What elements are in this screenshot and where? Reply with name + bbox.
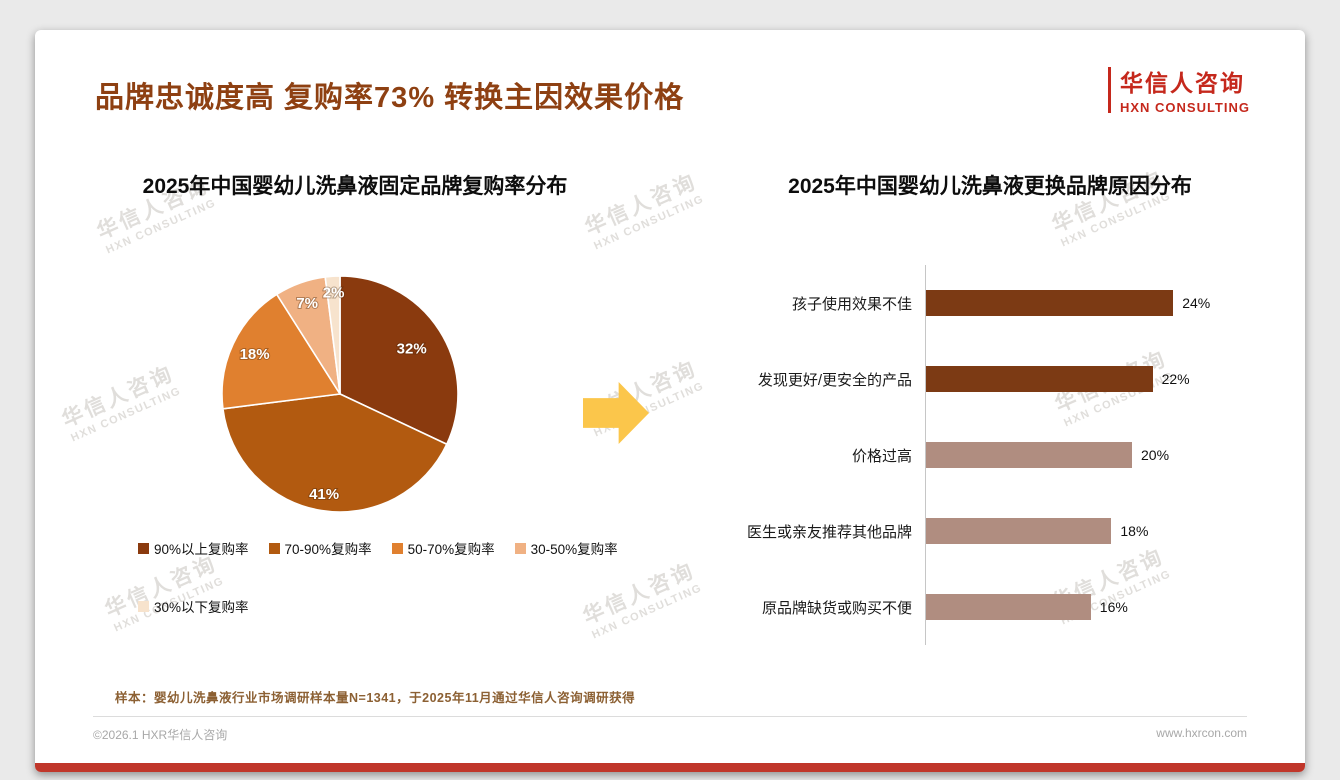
bar-value-label: 20% [1141, 447, 1170, 463]
legend-item: 30%以下复购率 [138, 596, 249, 616]
slide-card: 华信人咨询 HXN CONSULTING 华信人咨询 HXN CONSULTING 华信… [35, 30, 1305, 772]
pie-slice-2 [221, 293, 341, 410]
bar-value-label: 16% [1099, 599, 1128, 615]
bar-row: 原品牌缺货或购买不便 16% [675, 569, 1255, 645]
bar-category-label: 孩子使用效果不佳 [791, 295, 912, 313]
bar-category-label: 医生或亲友推荐其他品牌 [746, 523, 912, 541]
website-text: www.hxrcon.com [1156, 726, 1247, 740]
bar-category-label: 发现更好/更安全的产品 [757, 371, 912, 389]
bar-track: 24% [925, 265, 1255, 341]
bar-value-label: 18% [1120, 523, 1149, 539]
bar [926, 366, 1153, 392]
bar-row: 医生或亲友推荐其他品牌 18% [675, 493, 1255, 569]
bottom-accent-bar [35, 763, 1305, 772]
pie-data-label: 41% [309, 486, 339, 503]
bar-value-label: 24% [1182, 295, 1211, 311]
bar-category-label: 原品牌缺货或购买不便 [761, 599, 912, 617]
page-title: 品牌忠诚度高 复购率73% 转换主因效果价格 [95, 82, 685, 114]
legend-label: 50-70%复购率 [407, 542, 495, 557]
bar-chart: 孩子使用效果不佳 24% 发现更好/更安全的产品 22% 价格过高 20% 医生或亲友推荐其… [675, 265, 1255, 645]
bar [926, 518, 1112, 544]
legend-item: 70-90%复购率 [268, 538, 372, 558]
bar-track: 18% [925, 493, 1255, 569]
bar [926, 442, 1132, 468]
bar [926, 594, 1091, 620]
bar [926, 290, 1174, 316]
bar-track: 20% [925, 417, 1255, 493]
logo-text: 华信人咨询 HXN CONSULTING [1120, 64, 1250, 115]
legend-label: 30-50%复购率 [530, 542, 618, 557]
legend-swatch-icon [514, 542, 526, 554]
sample-note: 样本：婴幼儿洗鼻液行业市场调研样本量N=1341，于2025年11月通过华信人咨… [115, 691, 636, 705]
legend-label: 90%以上复购率 [154, 542, 249, 557]
pie-slice-4 [324, 275, 341, 395]
legend-swatch-icon [138, 600, 149, 612]
pie-data-label: 32% [397, 341, 427, 358]
bar-row: 发现更好/更安全的产品 22% [675, 341, 1255, 417]
legend-item: 90%以上复购率 [138, 538, 249, 558]
logo-accent-bar [1107, 66, 1111, 113]
legend-item: 30-50%复购率 [514, 538, 618, 558]
copyright-text: ©2026.1 HXR华信人咨询 [93, 728, 228, 742]
transition-arrow-icon [583, 382, 649, 444]
bar-track: 16% [925, 569, 1255, 645]
legend-swatch-icon [268, 542, 280, 554]
brand-logo: 华信人咨询 HXN CONSULTING [1107, 64, 1250, 115]
logo-name: 华信人咨询 [1119, 70, 1245, 96]
bar-row: 价格过高 20% [675, 417, 1255, 493]
bar-chart-title: 2025年中国婴幼儿洗鼻液更换品牌原因分布 [788, 175, 1192, 198]
pie-data-label: 2% [323, 285, 345, 302]
pie-chart: 32% 41% 18% 7% 2% [221, 275, 459, 513]
pie-slice-0 [339, 275, 459, 446]
bar-value-label: 22% [1161, 371, 1190, 387]
pie-slice-1 [222, 393, 448, 513]
pie-data-label: 18% [240, 346, 270, 363]
legend-swatch-icon [391, 542, 403, 554]
watermark-subtext: HXN CONSULTING [104, 196, 218, 257]
watermark-subtext: HXN CONSULTING [69, 384, 183, 445]
pie-chart-title: 2025年中国婴幼儿洗鼻液固定品牌复购率分布 [142, 175, 568, 198]
logo-subtitle: HXN CONSULTING [1119, 100, 1250, 115]
legend-label: 30%以下复购率 [154, 600, 249, 615]
legend-swatch-icon [138, 542, 149, 554]
watermark-text: 华信人咨询 [58, 361, 178, 432]
legend-label: 70-90%复购率 [284, 542, 372, 557]
bar-category-label: 价格过高 [851, 447, 912, 465]
legend-item: 50-70%复购率 [391, 538, 495, 558]
footer-divider [93, 716, 1247, 717]
bar-row: 孩子使用效果不佳 24% [675, 265, 1255, 341]
pie-data-label: 7% [296, 295, 318, 312]
pie-legend: 90%以上复购率 70-90%复购率 50-70%复购率 30-50%复购率 30%以下… [138, 538, 618, 616]
watermark-subtext: HXN CONSULTING [592, 192, 706, 253]
bar-track: 22% [925, 341, 1255, 417]
